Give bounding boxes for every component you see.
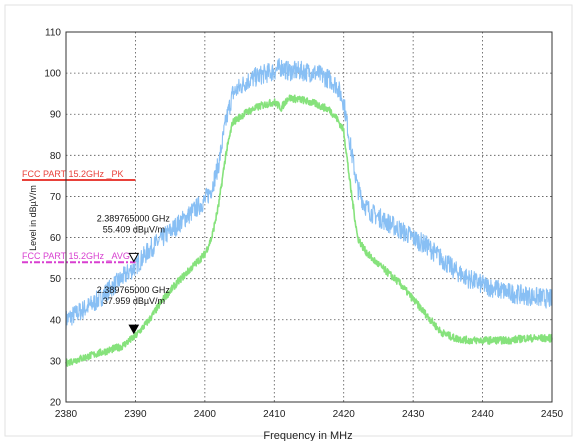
y-axis-label: Level in dBµV/m — [28, 185, 38, 251]
y-tick-label: 80 — [50, 151, 62, 162]
x-tick-label: 2440 — [471, 409, 494, 420]
marker-1-frequency: 2.389765000 GHz — [97, 213, 171, 223]
x-tick-label: 2400 — [194, 409, 217, 420]
x-tick-label: 2410 — [263, 409, 286, 420]
plot-area-border — [65, 31, 553, 403]
y-tick-labels: 20 30 40 50 60 70 80 90 100 110 — [44, 28, 61, 409]
marker-1-level: 55.409 dBµV/m — [103, 224, 165, 234]
series-1-line — [65, 58, 553, 330]
y-tick-label: 40 — [50, 315, 62, 326]
x-tick-label: 2430 — [402, 409, 425, 420]
x-tick-label: 2450 — [541, 409, 564, 420]
y-tick-label: 50 — [50, 274, 62, 285]
y-tick-label: 90 — [50, 110, 62, 121]
marker-2-triangle — [128, 324, 140, 335]
y-tick-label: 60 — [50, 233, 62, 244]
x-tick-label: 2390 — [124, 409, 147, 420]
y-tick-label: 70 — [50, 192, 62, 203]
x-tick-label: 2420 — [333, 409, 356, 420]
chart-outer-border — [4, 4, 573, 437]
y-tick-label: 110 — [45, 28, 61, 39]
y-tick-label: 30 — [50, 356, 62, 367]
marker-2-frequency: 2.389765000 GHz — [97, 285, 171, 295]
y-tick-label: 100 — [44, 69, 61, 80]
series-2-line — [65, 94, 553, 367]
x-tick-labels: 2380 2390 2400 2410 2420 2430 2440 2450 — [55, 409, 564, 420]
limit-lines: FCC PART 15.2GHz _PK FCC PART 15.2GHz _AV… — [22, 169, 136, 264]
marker-2-level: 37.959 dBµV/m — [103, 296, 165, 306]
y-tick-label: 20 — [50, 398, 62, 409]
marker-1-triangle — [128, 252, 140, 263]
limit-line-label-avg: FCC PART 15.2GHz _AVG — [22, 251, 130, 261]
x-axis-label: Frequency in MHz — [263, 430, 352, 441]
x-tick-label: 2380 — [55, 409, 78, 420]
limit-line-label-pk: FCC PART 15.2GHz _PK — [22, 169, 124, 179]
series-lines — [65, 58, 553, 367]
